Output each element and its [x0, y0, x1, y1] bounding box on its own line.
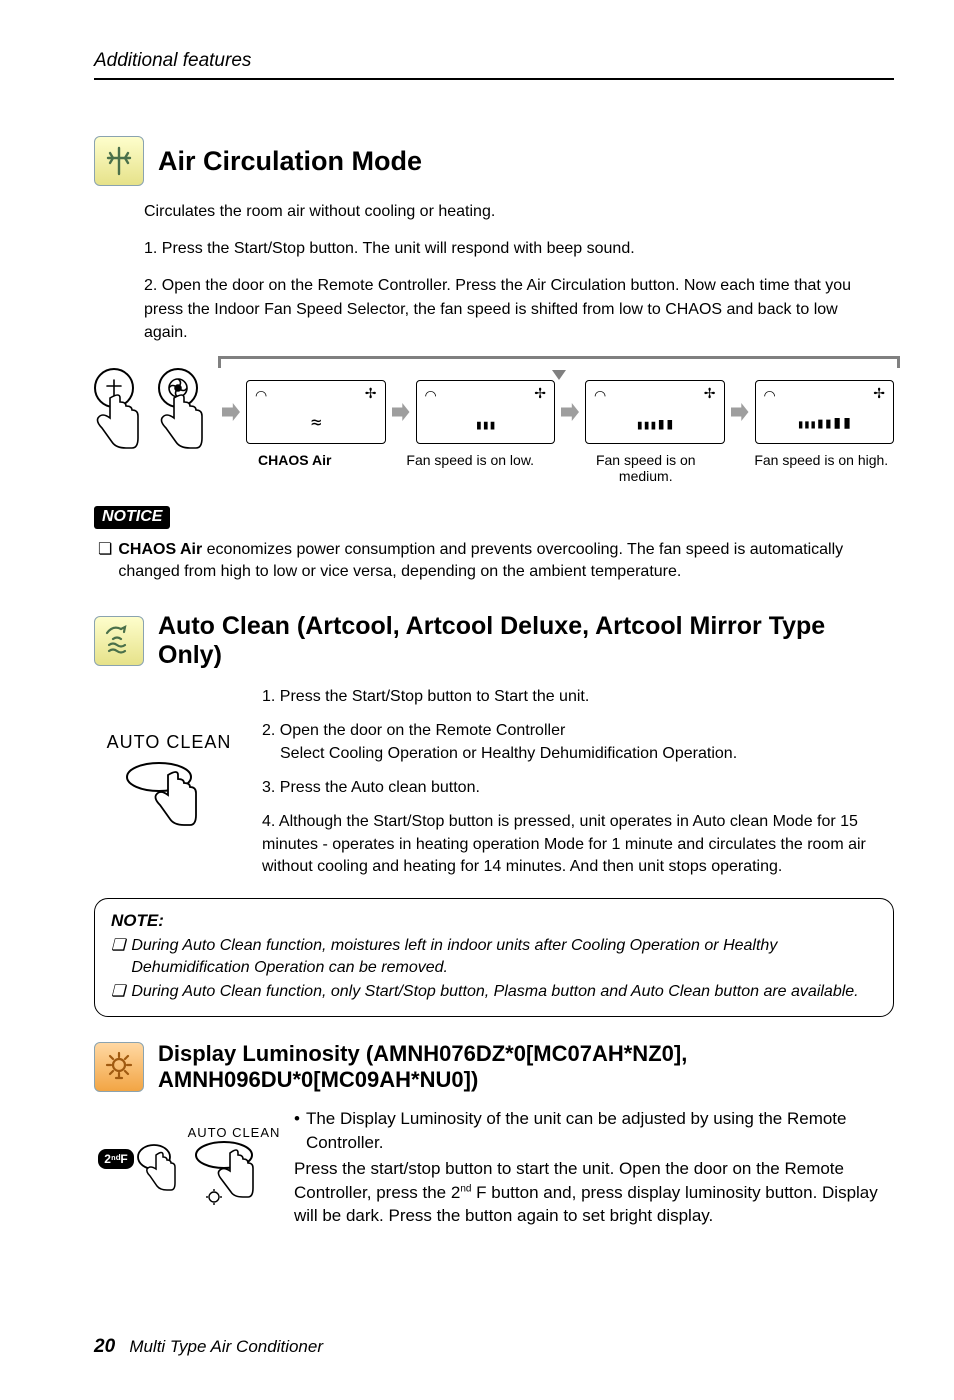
caption-chaos: CHAOS Air: [222, 452, 368, 484]
luminosity-icon: [94, 1042, 144, 1092]
air-circ-step2: 2. Open the door on the Remote Controlle…: [144, 274, 884, 344]
auto-clean-title: Auto Clean (Artcool, Artcool Deluxe, Art…: [158, 612, 894, 670]
auto-clean-step2: 2. Open the door on the Remote Controlle…: [262, 720, 894, 742]
page-section-header: Additional features: [94, 50, 251, 71]
auto-clean-step3: 3. Press the Auto clean button.: [262, 777, 894, 799]
auto-clean-label: AUTO CLEAN: [94, 732, 244, 753]
auto-clean-step4: 4. Although the Start/Stop button is pre…: [262, 811, 894, 878]
bullet-dot-icon: •: [294, 1107, 300, 1155]
auto-clean-step2b: Select Cooling Operation or Healthy Dehu…: [280, 743, 894, 765]
auto-clean-icon: [94, 616, 144, 666]
speed-box-chaos: ◠✢ ≈: [246, 380, 386, 444]
arrow-icon: [392, 403, 410, 421]
caption-low: Fan speed is on low.: [398, 452, 544, 484]
note-box: NOTE: ❏ During Auto Clean function, mois…: [94, 898, 894, 1017]
bullet-icon: ❏: [111, 981, 125, 1003]
note-item-1: During Auto Clean function, moistures le…: [131, 935, 877, 978]
luminosity-line1: The Display Luminosity of the unit can b…: [306, 1107, 894, 1155]
air-circulation-title: Air Circulation Mode: [158, 146, 422, 177]
luminosity-left-diagram: 2ⁿᵈF AUTO CLEAN: [94, 1107, 284, 1228]
arrow-icon: [222, 403, 240, 421]
notice-text: ❏ CHAOS Air economizes power consumption…: [98, 539, 894, 584]
fan-speed-diagram: ◠✢ ≈ ◠✢ ▮▮▮ ◠✢ ▮▮▮▮▮ ◠✢ ▮▮▮▮▮▮▮ CHAOS Ai…: [94, 352, 894, 502]
notice-body: economizes power consumption and prevent…: [118, 541, 843, 580]
arrow-icon: [561, 403, 579, 421]
note-title: NOTE:: [111, 911, 877, 931]
caption-high: Fan speed is on high.: [749, 452, 895, 484]
bullet-icon: ❏: [98, 539, 112, 584]
note-item-2: During Auto Clean function, only Start/S…: [131, 981, 858, 1003]
hand-press-icon: [152, 390, 204, 452]
caption-medium: Fan speed is on medium.: [573, 452, 719, 484]
arrow-icon: [731, 403, 749, 421]
page-number: 20: [94, 1336, 115, 1357]
speed-box-high: ◠✢ ▮▮▮▮▮▮▮: [755, 380, 895, 444]
auto-clean-button-press-icon: [124, 759, 214, 839]
air-circ-intro: Circulates the room air without cooling …: [144, 200, 894, 223]
footer-title: Multi Type Air Conditioner: [129, 1337, 323, 1356]
notice-label: NOTICE: [94, 506, 170, 529]
luminosity-line2: Press the start/stop button to start the…: [294, 1157, 894, 1228]
svg-text:2ⁿᵈF: 2ⁿᵈF: [104, 1152, 127, 1166]
svg-text:AUTO CLEAN: AUTO CLEAN: [188, 1125, 281, 1140]
cycle-bracket: [218, 356, 900, 368]
hand-press-icon: [88, 390, 140, 452]
page-footer: 20 Multi Type Air Conditioner: [94, 1336, 323, 1358]
speed-box-low: ◠✢ ▮▮▮: [416, 380, 556, 444]
air-circulation-icon: [94, 136, 144, 186]
luminosity-title: Display Luminosity (AMNH076DZ*0[MC07AH*N…: [158, 1041, 894, 1093]
auto-clean-step1: 1. Press the Start/Stop button to Start …: [262, 686, 894, 708]
air-circ-step1: 1. Press the Start/Stop button. The unit…: [144, 237, 894, 260]
speed-box-medium: ◠✢ ▮▮▮▮▮: [585, 380, 725, 444]
notice-bold: CHAOS Air: [118, 541, 202, 558]
bullet-icon: ❏: [111, 935, 125, 978]
